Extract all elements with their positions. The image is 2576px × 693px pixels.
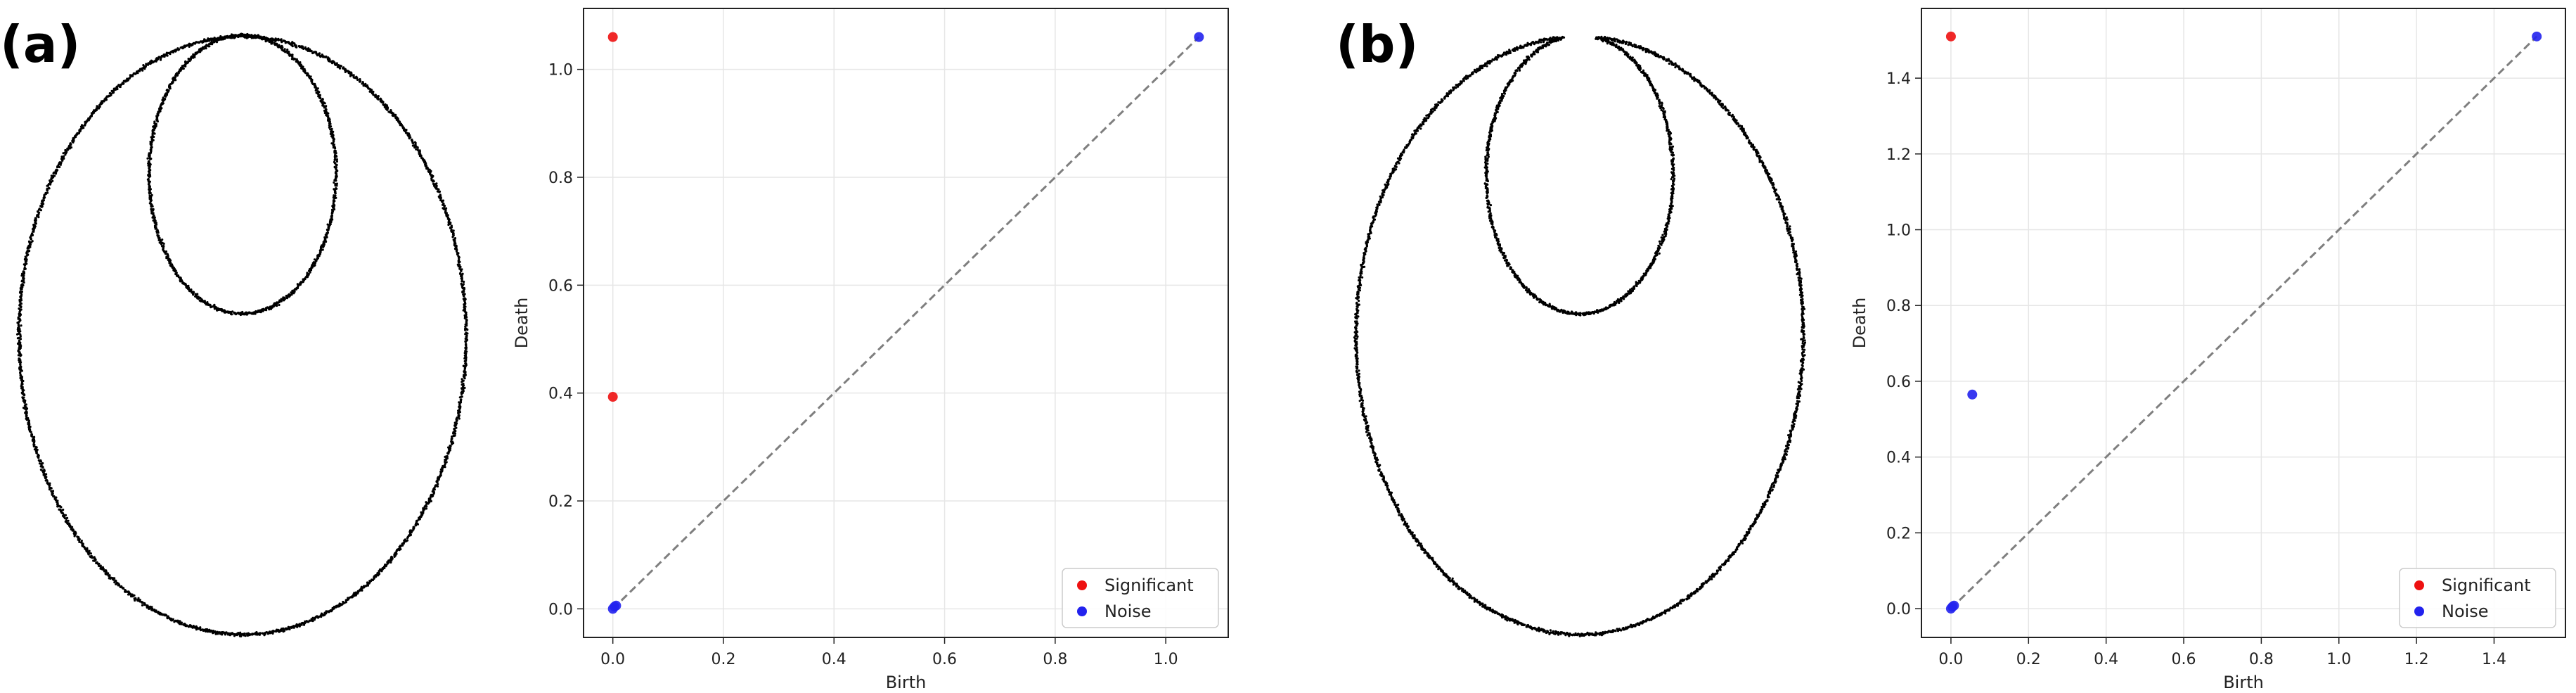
panel-label-b: (b) [1336, 15, 1418, 74]
x-axis-label: Birth [2223, 673, 2264, 692]
point-cloud-b [1353, 35, 1807, 637]
axes-frame [583, 8, 1229, 638]
noise-point [1949, 600, 1959, 611]
x-tick-label: 0.8 [1043, 651, 1067, 668]
x-tick-label: 0.8 [2249, 651, 2274, 668]
legend-label-significant: Significant [1105, 576, 1194, 595]
y-tick-label: 0.0 [1886, 601, 1911, 618]
diagonal-line [612, 36, 1200, 610]
y-tick-label: 0.0 [548, 601, 573, 618]
x-tick-label: 0.6 [2172, 651, 2196, 668]
y-axis-label: Death [512, 298, 532, 349]
significant-point [607, 392, 618, 402]
y-tick-label: 1.0 [1886, 222, 1911, 240]
x-tick-label: 1.0 [2326, 651, 2351, 668]
y-tick-label: 1.0 [548, 62, 573, 80]
x-tick-label: 0.6 [932, 651, 957, 668]
x-tick-label: 0.0 [600, 651, 625, 668]
noise-point [1967, 389, 1978, 400]
panel-label-a: (a) [0, 15, 80, 74]
legend-marker-significant [1077, 580, 1087, 590]
y-tick-label: 0.8 [1886, 298, 1911, 315]
y-axis-label: Death [1850, 298, 1869, 349]
legend-marker-noise [2414, 606, 2424, 616]
x-tick-label: 1.4 [2482, 651, 2506, 668]
noise-point [2532, 31, 2542, 42]
x-tick-label: 1.2 [2404, 651, 2429, 668]
legend-label-noise: Noise [2442, 602, 2489, 621]
persistence-diagram-b: 0.0 0.2 0.4 0.6 0.8 1.0 1.2 1.4 0.0 0.2 0.4 0.6 0.8 1… [1850, 8, 2566, 692]
legend [1062, 568, 1219, 628]
x-tick-label: 0.4 [822, 651, 846, 668]
y-tick-label: 0.8 [548, 170, 573, 187]
x-tick-label: 0.2 [2016, 651, 2041, 668]
noise-point [611, 600, 622, 611]
noise-point [1194, 32, 1204, 42]
y-tick-label: 0.2 [548, 493, 573, 511]
y-tick-label: 0.2 [1886, 525, 1911, 542]
y-tick-label: 0.6 [1886, 374, 1911, 391]
x-tick-label: 1.0 [1154, 651, 1178, 668]
y-tick-label: 1.2 [1886, 146, 1911, 164]
x-tick-label: 0.2 [711, 651, 735, 668]
x-axis-label: Birth [886, 673, 927, 692]
legend-marker-noise [1077, 606, 1087, 616]
y-tick-label: 0.4 [548, 386, 573, 403]
x-tick-label: 0.0 [1938, 651, 1963, 668]
legend-label-significant: Significant [2442, 576, 2531, 595]
x-tick-label: 0.4 [2094, 651, 2118, 668]
y-tick-label: 0.4 [1886, 450, 1911, 467]
axes-frame [1921, 8, 2566, 638]
y-tick-label: 0.6 [548, 277, 573, 295]
legend-label-noise: Noise [1105, 602, 1152, 621]
significant-point [1945, 31, 1956, 42]
legend [2399, 568, 2556, 628]
persistence-diagram-a: 0.0 0.2 0.4 0.6 0.8 1.0 0.0 0.2 0.4 0.6 0.8 1.0 Birt… [512, 8, 1229, 692]
diagonal-line [1950, 35, 2538, 610]
y-tick-label: 1.4 [1886, 70, 1911, 88]
legend-marker-significant [2414, 580, 2424, 590]
significant-point [607, 32, 618, 42]
point-cloud-a [16, 32, 469, 638]
